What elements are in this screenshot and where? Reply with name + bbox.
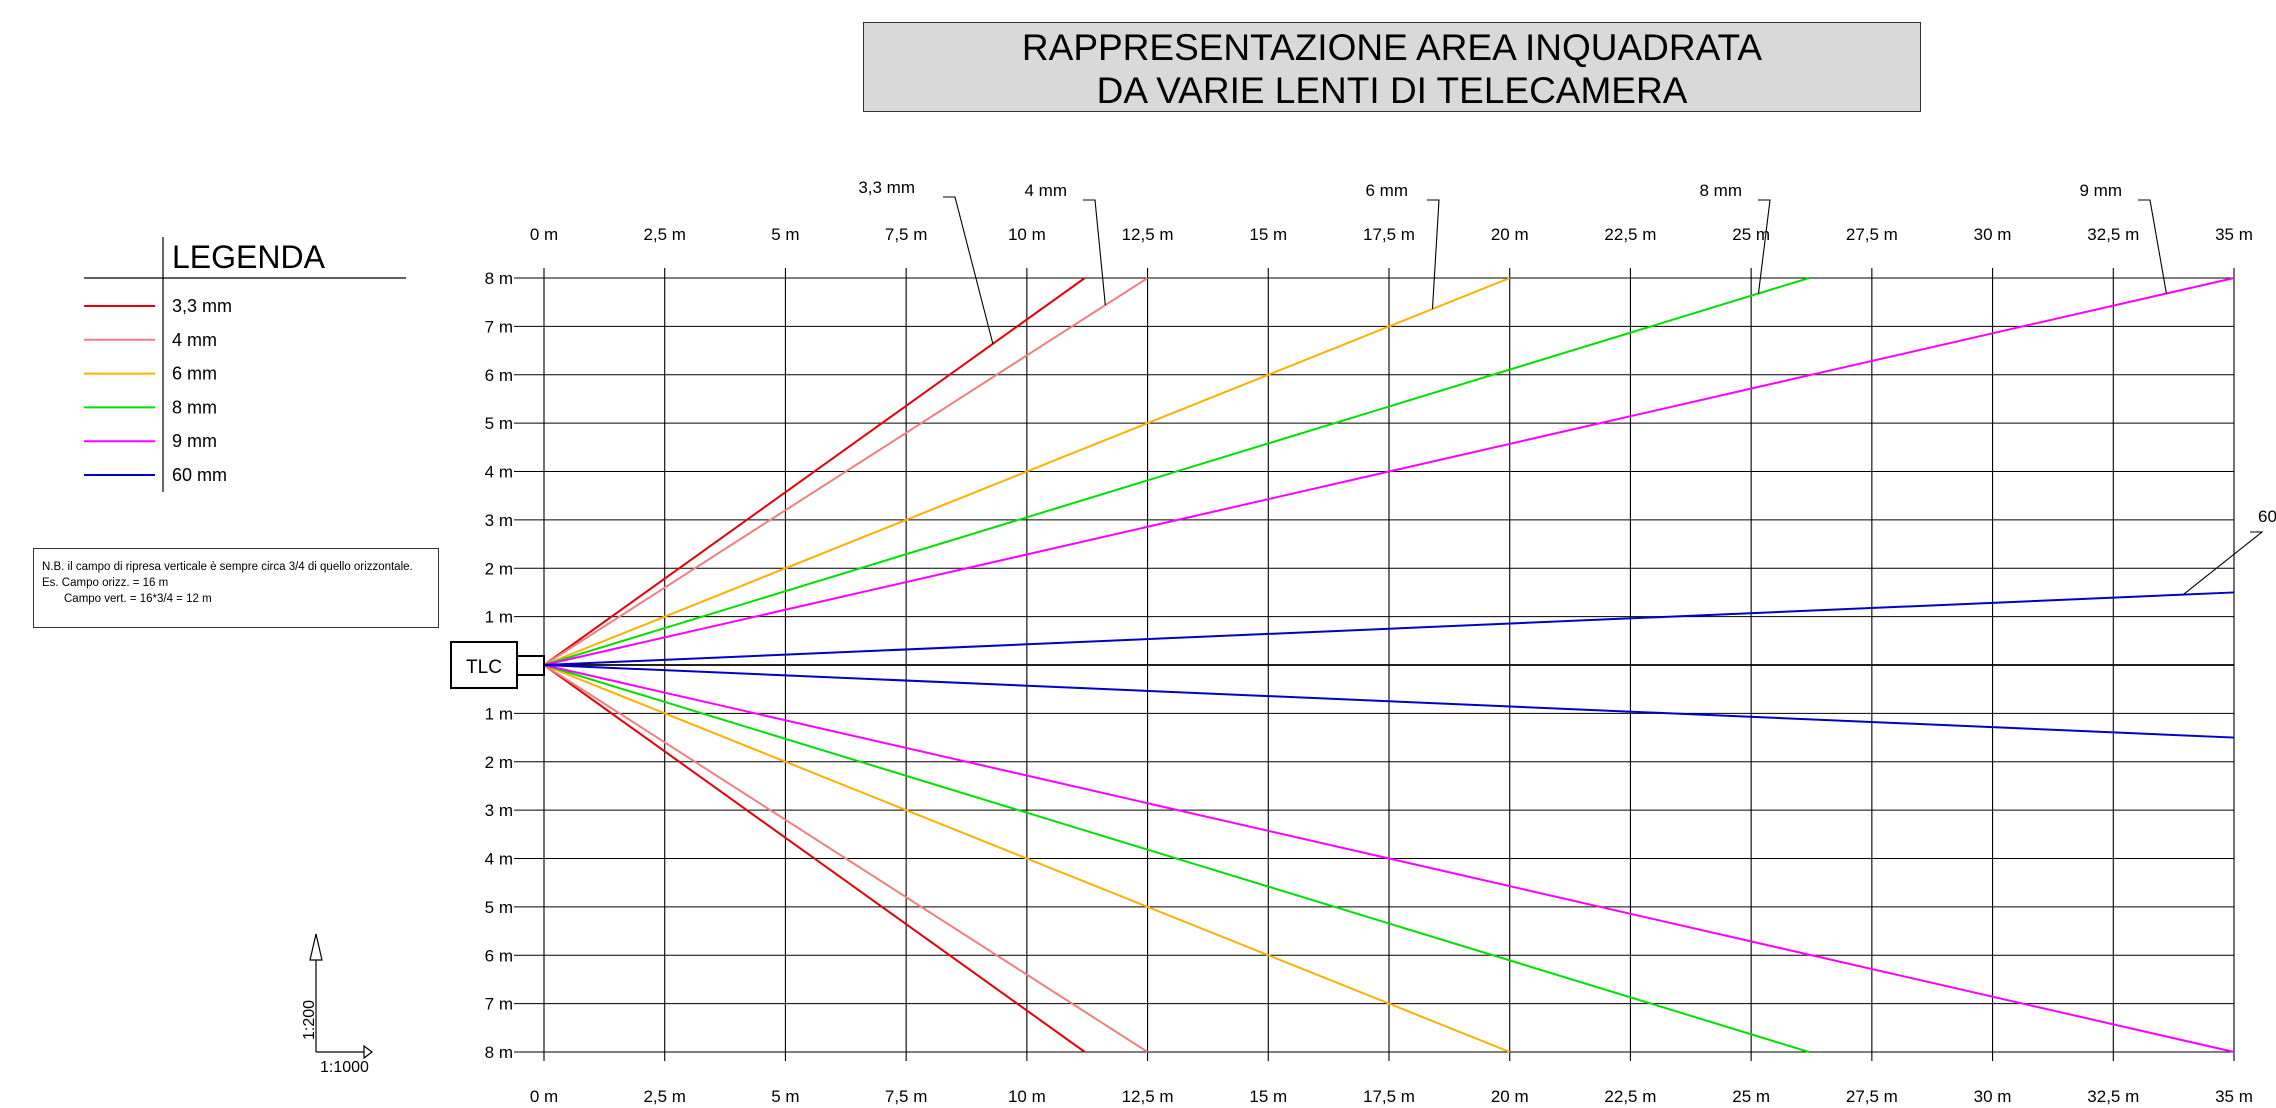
y-tick-label-upper: 5 m: [485, 414, 513, 433]
callout-label: 9 mm: [2080, 181, 2123, 200]
x-tick-label-bottom: 32,5 m: [2087, 1087, 2139, 1106]
x-tick-label-top: 35 m: [2215, 225, 2253, 244]
lens-ray-lower: [543, 664, 1810, 1053]
lens-ray-upper: [543, 277, 1086, 666]
callout-label: 6 mm: [1366, 181, 1409, 200]
note-line-2: Es. Campo orizz. = 16 m: [42, 577, 169, 589]
callout-leader: [2182, 531, 2264, 596]
x-tick-label-top: 30 m: [1974, 225, 2012, 244]
lens-ray-lower: [543, 664, 1086, 1053]
y-tick-label-upper: 1 m: [485, 608, 513, 627]
legend-item-label: 60 mm: [172, 465, 227, 485]
callout-leader: [1083, 199, 1106, 306]
lens-ray-lower: [543, 664, 1149, 1053]
camera-symbol: TLC: [450, 641, 545, 689]
x-tick-label-bottom: 10 m: [1008, 1087, 1046, 1106]
callout-leader: [1427, 199, 1440, 309]
legend-item-label: 4 mm: [172, 330, 217, 350]
lens-callouts: 3,3 mm 4 mm 6 mm 8 mm 9 mm 60: [858, 178, 2276, 596]
legend-item-label: 3,3 mm: [172, 296, 232, 316]
x-tick-label-top: 17,5 m: [1363, 225, 1415, 244]
callout-label: 60: [2258, 507, 2276, 526]
lens-ray-lower: [543, 664, 1511, 1053]
lens-rays: [543, 277, 2235, 1053]
legend-heading: LEGENDA: [172, 239, 326, 275]
x-tick-label-top: 22,5 m: [1604, 225, 1656, 244]
x-tick-label-bottom: 25 m: [1732, 1087, 1770, 1106]
lens-ray-upper: [543, 277, 1810, 666]
y-tick-label-upper: 8 m: [485, 269, 513, 288]
lens-ray-upper: [543, 277, 1511, 666]
legend: LEGENDA 3,3 mm 4 mm 6 mm 8 mm 9 mm 60 mm: [84, 237, 406, 492]
lens-ray-upper: [543, 277, 2235, 666]
x-tick-label-top: 27,5 m: [1846, 225, 1898, 244]
x-tick-label-bottom: 0 m: [530, 1087, 558, 1106]
y-tick-label-upper: 3 m: [485, 511, 513, 530]
lens-ray-upper: [543, 591, 2235, 666]
x-tick-label-top: 0 m: [530, 225, 558, 244]
y-tick-label-lower: 2 m: [485, 753, 513, 772]
title-box: RAPPRESENTAZIONE AREA INQUADRATA DA VARI…: [863, 22, 1921, 112]
right-arrow-icon: [363, 1044, 373, 1060]
y-tick-label-upper: 7 m: [485, 317, 513, 336]
x-tick-label-bottom: 12,5 m: [1122, 1087, 1174, 1106]
y-tick-label-lower: 5 m: [485, 898, 513, 917]
grid: [514, 268, 2235, 1061]
y-tick-label-lower: 7 m: [485, 995, 513, 1014]
y-tick-label-upper: 2 m: [485, 559, 513, 578]
lens-ray-lower: [543, 664, 2235, 739]
x-tick-label-top: 20 m: [1491, 225, 1529, 244]
title-line-1: RAPPRESENTAZIONE AREA INQUADRATA: [1021, 27, 1763, 68]
x-tick-label-bottom: 2,5 m: [643, 1087, 686, 1106]
lens-ray-upper: [543, 277, 1149, 666]
callout-leader: [1757, 199, 1771, 294]
x-tick-label-bottom: 7,5 m: [885, 1087, 928, 1106]
legend-item-label: 6 mm: [172, 364, 217, 384]
vertical-scale-label: 1:200: [301, 1000, 318, 1040]
lens-ray-lower: [543, 664, 2235, 1053]
callout-leader: [943, 196, 994, 344]
note-line-3: Campo vert. = 16*3/4 = 12 m: [64, 593, 212, 605]
up-arrow-icon: [309, 933, 323, 961]
x-tick-label-top: 15 m: [1249, 225, 1287, 244]
y-tick-label-upper: 6 m: [485, 366, 513, 385]
y-tick-label-upper: 4 m: [485, 463, 513, 482]
note-line-1: N.B. il campo di ripresa verticale è sem…: [42, 561, 413, 573]
x-tick-label-bottom: 17,5 m: [1363, 1087, 1415, 1106]
x-tick-label-top: 25 m: [1732, 225, 1770, 244]
y-tick-label-lower: 6 m: [485, 946, 513, 965]
x-tick-label-bottom: 20 m: [1491, 1087, 1529, 1106]
x-tick-label-top: 2,5 m: [643, 225, 686, 244]
y-tick-label-lower: 1 m: [485, 704, 513, 723]
callout-leader: [2138, 199, 2167, 294]
scale-indicator: 1:200 1:1000: [301, 933, 373, 1076]
callout-label: 4 mm: [1025, 181, 1068, 200]
x-tick-label-bottom: 27,5 m: [1846, 1087, 1898, 1106]
title-line-2: DA VARIE LENTI DI TELECAMERA: [1096, 70, 1688, 111]
callout-label: 8 mm: [1700, 181, 1743, 200]
legend-item-label: 8 mm: [172, 397, 217, 417]
x-tick-label-top: 5 m: [771, 225, 799, 244]
y-tick-label-lower: 3 m: [485, 801, 513, 820]
axis-labels: 0 m 0 m 2,5 m 2,5 m 5 m 5 m 7,5 m 7,5 m 10 m 10 m…: [485, 225, 2253, 1106]
x-tick-label-bottom: 15 m: [1249, 1087, 1287, 1106]
x-tick-label-bottom: 35 m: [2215, 1087, 2253, 1106]
y-tick-label-lower: 4 m: [485, 850, 513, 869]
x-tick-label-top: 32,5 m: [2087, 225, 2139, 244]
x-tick-label-top: 10 m: [1008, 225, 1046, 244]
x-tick-label-bottom: 5 m: [771, 1087, 799, 1106]
legend-item-label: 9 mm: [172, 431, 217, 451]
x-tick-label-top: 12,5 m: [1122, 225, 1174, 244]
callout-label: 3,3 mm: [858, 178, 915, 197]
x-tick-label-bottom: 30 m: [1974, 1087, 2012, 1106]
horizontal-scale-label: 1:1000: [320, 1059, 369, 1076]
y-tick-label-lower: 8 m: [485, 1043, 513, 1062]
x-tick-label-bottom: 22,5 m: [1604, 1087, 1656, 1106]
note-box: N.B. il campo di ripresa verticale è sem…: [33, 548, 439, 628]
camera-label: TLC: [466, 657, 502, 678]
x-tick-label-top: 7,5 m: [885, 225, 928, 244]
